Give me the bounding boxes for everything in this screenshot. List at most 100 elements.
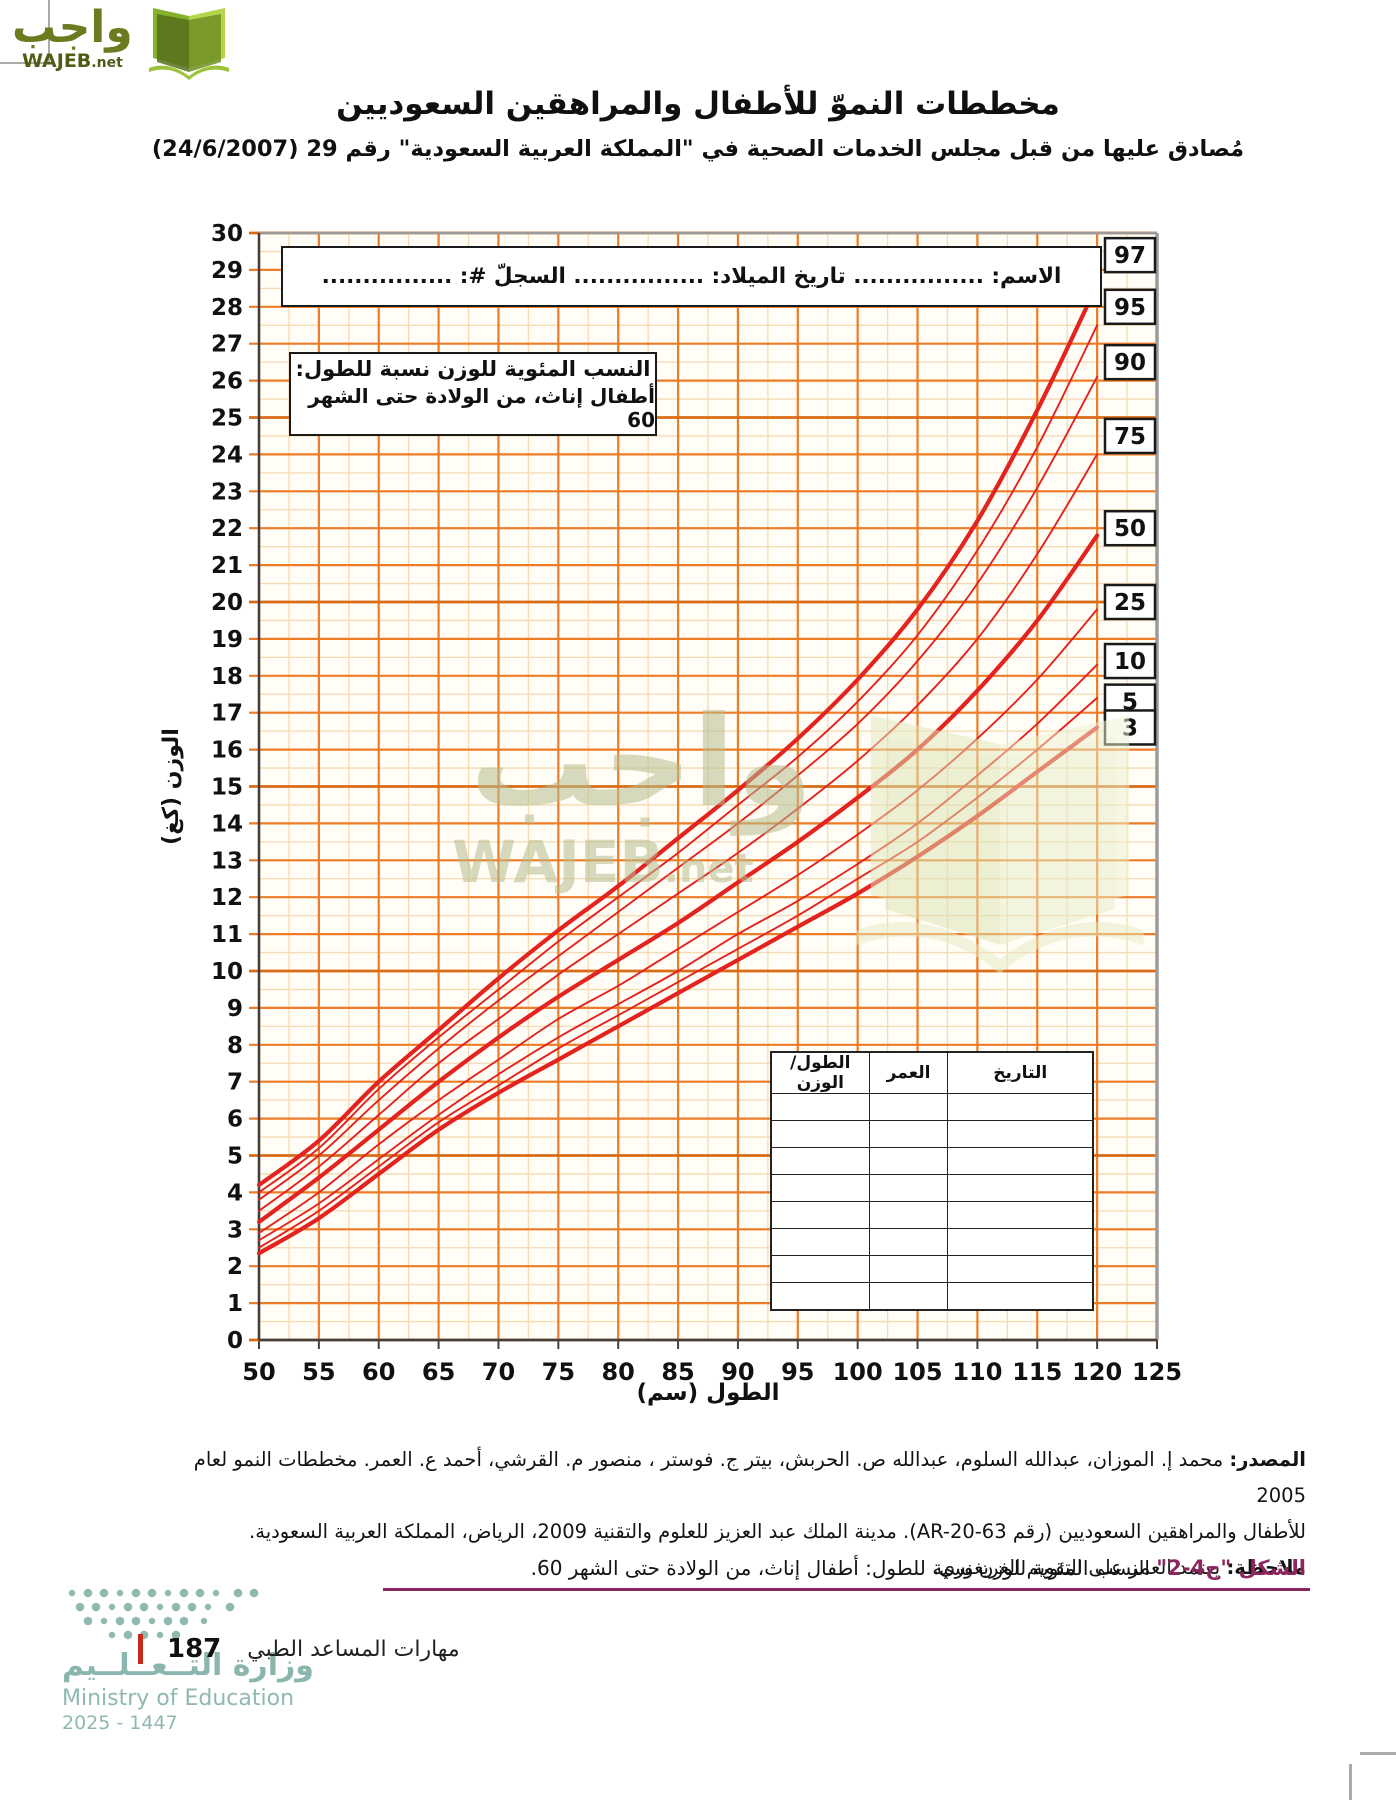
- ministry-dot: [187, 1602, 197, 1612]
- figure-caption-label: الشكل "ح4-2": [1156, 1556, 1306, 1580]
- y-tick-label: 10: [211, 959, 243, 985]
- record-table-cell[interactable]: [868, 1120, 949, 1148]
- x-tick-label: 90: [721, 1358, 754, 1386]
- record-table-cell[interactable]: [868, 1093, 949, 1121]
- book-section-label: مهارات المساعد الطبي: [247, 1636, 460, 1662]
- record-table-cell[interactable]: [947, 1147, 1094, 1175]
- y-tick-label: 12: [211, 885, 243, 911]
- record-table-header-0: التاريخ: [947, 1051, 1094, 1094]
- record-table-cell[interactable]: [868, 1147, 949, 1175]
- record-table-cell[interactable]: [770, 1147, 870, 1175]
- percentile-label-25: 25: [1114, 590, 1146, 616]
- axis-tick-labels: 0123456789101112131415161718192021222324…: [211, 221, 1182, 1386]
- record-table-cell[interactable]: [770, 1201, 870, 1229]
- y-tick-label: 2: [227, 1254, 243, 1280]
- ministry-dot: [75, 1602, 85, 1612]
- record-table-cell[interactable]: [868, 1282, 949, 1311]
- record-table-row[interactable]: [770, 1282, 1094, 1311]
- ministry-dot: [83, 1588, 93, 1598]
- record-table-cell[interactable]: [770, 1093, 870, 1121]
- patient-name-box[interactable]: الاسم: ................ تاريخ الميلاد: .…: [281, 246, 1102, 307]
- percentile-label-90: 90: [1114, 350, 1146, 376]
- record-table-row[interactable]: [770, 1093, 1094, 1121]
- percentile-curve-75: [258, 453, 1099, 1212]
- ministry-years: 2025 - 1447: [62, 1712, 178, 1734]
- crop-mark-top-left-h: [0, 62, 48, 64]
- record-table-cell[interactable]: [770, 1255, 870, 1283]
- note-line: ملاحظة: يعتمد العمر على التقويم الغريغور…: [933, 1556, 1306, 1579]
- ministry-name-arabic: وزارة التــعــلــيم: [62, 1648, 314, 1683]
- record-table-cell[interactable]: [947, 1120, 1094, 1148]
- ministry-dot: [204, 1603, 212, 1611]
- record-table-cell[interactable]: [770, 1228, 870, 1256]
- x-tick-label: 105: [892, 1358, 942, 1386]
- y-tick-label: 8: [227, 1033, 243, 1059]
- record-table-cell[interactable]: [947, 1174, 1094, 1202]
- record-table-cell[interactable]: [947, 1282, 1094, 1311]
- ministry-dot: [68, 1589, 76, 1597]
- ministry-dot: [131, 1588, 141, 1598]
- record-table-row[interactable]: [770, 1228, 1094, 1256]
- y-tick-label: 1: [227, 1291, 243, 1317]
- source-line-2: للأطفال والمراهقين السعوديين (رقم AR-20-…: [249, 1520, 1306, 1543]
- record-table-cell[interactable]: [770, 1282, 870, 1311]
- ministry-dot: [233, 1588, 243, 1598]
- red-divider-bar: [138, 1634, 143, 1664]
- record-table-cell[interactable]: [947, 1228, 1094, 1256]
- percentile-label-95: 95: [1114, 295, 1146, 321]
- ministry-dot: [100, 1617, 108, 1625]
- record-table[interactable]: التاريخ العمر الطول/الوزن: [770, 1051, 1094, 1311]
- percentile-label-box-50: [1103, 509, 1157, 547]
- record-table-header-1: العمر: [868, 1051, 949, 1094]
- wajeb-logo-arabic: واجب: [12, 2, 133, 53]
- record-table-cell[interactable]: [770, 1120, 870, 1148]
- ministry-dot: [156, 1631, 164, 1639]
- ministry-dot: [108, 1631, 116, 1639]
- ministry-dot: [147, 1588, 157, 1598]
- record-table-wrap: التاريخ العمر الطول/الوزن: [770, 1051, 1094, 1311]
- record-table-cell[interactable]: [868, 1255, 949, 1283]
- percentile-label-97: 97: [1114, 243, 1146, 269]
- record-table-header-2: الطول/الوزن: [770, 1051, 870, 1094]
- record-table-cell[interactable]: [947, 1201, 1094, 1229]
- ministry-dot: [139, 1602, 149, 1612]
- record-table-row[interactable]: [770, 1147, 1094, 1175]
- y-tick-label: 24: [211, 442, 243, 468]
- y-tick-label: 23: [211, 479, 243, 505]
- record-table-row[interactable]: [770, 1174, 1094, 1202]
- record-table-cell[interactable]: [770, 1174, 870, 1202]
- x-tick-label: 115: [1012, 1358, 1062, 1386]
- ministry-dot: [116, 1589, 124, 1597]
- y-tick-label: 11: [211, 922, 243, 948]
- header: مخططات النموّ للأطفال والمراهقين السعودي…: [100, 86, 1296, 162]
- y-tick-label: 4: [227, 1180, 243, 1206]
- percentile-label-50: 50: [1114, 516, 1146, 542]
- ministry-dot: [99, 1588, 109, 1598]
- note-line-2: أطفال إناث، من الولادة حتى الشهر 60: [308, 383, 655, 432]
- record-table-cell[interactable]: [947, 1255, 1094, 1283]
- crop-mark-bottom-right-h: [1360, 1752, 1396, 1755]
- y-tick-label: 0: [227, 1328, 243, 1354]
- y-tick-label: 6: [227, 1107, 243, 1133]
- record-table-row[interactable]: [770, 1255, 1094, 1283]
- page-number: 187: [167, 1634, 222, 1664]
- x-tick-label: 55: [302, 1358, 335, 1386]
- percentile-label-box-25: [1103, 583, 1157, 621]
- ministry-dot: [249, 1588, 259, 1598]
- percentile-curve-50: [256, 533, 1100, 1225]
- ministry-dot: [163, 1616, 173, 1626]
- percentile-label-box-75: [1103, 417, 1157, 455]
- record-table-cell[interactable]: [868, 1174, 949, 1202]
- caption-divider: [383, 1588, 1310, 1591]
- y-axis-title: الوزن (كغ): [159, 728, 184, 845]
- record-table-row[interactable]: [770, 1201, 1094, 1229]
- percentile-label-5: 5: [1122, 690, 1138, 716]
- crop-mark-top-left-v: [48, 0, 50, 62]
- open-book-icon: [143, 6, 235, 86]
- record-table-row[interactable]: [770, 1120, 1094, 1148]
- record-table-cell[interactable]: [868, 1201, 949, 1229]
- record-table-cell[interactable]: [947, 1093, 1094, 1121]
- record-table-cell[interactable]: [868, 1228, 949, 1256]
- percentile-label-10: 10: [1114, 649, 1146, 675]
